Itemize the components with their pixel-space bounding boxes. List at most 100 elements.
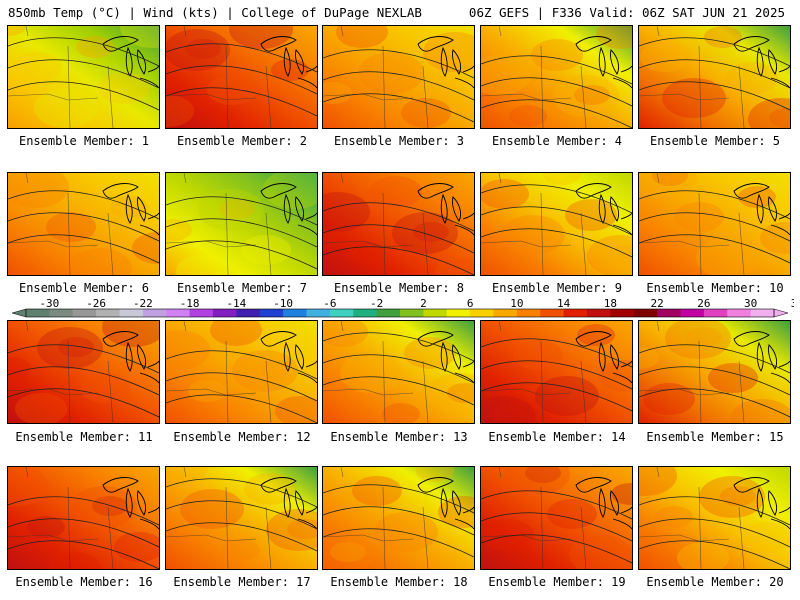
temperature-blob <box>232 350 298 392</box>
height-contour <box>639 234 790 264</box>
great-lakes-outline <box>575 331 632 384</box>
height-contour <box>166 350 317 380</box>
height-contour <box>8 212 159 242</box>
temperature-blob <box>662 78 726 118</box>
colorbar-swatch <box>96 309 120 317</box>
temperature-blob <box>166 467 208 483</box>
temperature-blob <box>263 173 317 209</box>
colorbar-left-arrow <box>11 308 27 318</box>
border-lines <box>639 467 745 569</box>
temperature-blob <box>323 321 368 347</box>
temperature-blob <box>382 403 420 423</box>
colorbar-swatch <box>470 309 494 317</box>
temperature-blob <box>748 98 790 128</box>
height-contour <box>8 37 159 67</box>
temperature-blob <box>166 95 194 127</box>
height-contour <box>166 500 317 530</box>
temperature-blob <box>608 245 632 265</box>
temperature-map <box>481 26 632 128</box>
height-contour <box>323 528 474 558</box>
temperature-blob <box>501 215 565 255</box>
colorbar-tick-label: 26 <box>697 298 710 310</box>
great-lakes-outline <box>102 183 159 236</box>
temperature-blob <box>738 186 776 208</box>
temperature-blob <box>253 360 289 380</box>
great-lakes-outline <box>733 331 790 384</box>
temperature-blob <box>639 173 697 198</box>
temperature-map <box>639 173 790 275</box>
border-lines <box>323 467 429 569</box>
ensemble-map-panel <box>7 172 160 276</box>
height-contour <box>481 512 632 542</box>
colorbar-swatch <box>166 309 191 317</box>
temperature-map <box>323 321 474 423</box>
colorbar-tick-label: 18 <box>604 298 617 310</box>
ensemble-map-panel <box>7 25 160 129</box>
ensemble-member-label: Ensemble Member: 7 <box>176 281 308 295</box>
great-lakes-outline <box>260 183 317 236</box>
colorbar-tick-label: 2 <box>420 298 427 310</box>
colorbar-tick-label: 22 <box>651 298 664 310</box>
ensemble-member-label: Ensemble Member: 2 <box>176 134 308 148</box>
great-lakes-outline <box>575 183 632 236</box>
ensemble-member-label: Ensemble Member: 5 <box>649 134 781 148</box>
colorbar-tick-label: 6 <box>467 298 474 310</box>
temperature-blob <box>222 539 260 561</box>
colorbar-swatch <box>49 309 74 317</box>
height-contour <box>323 376 474 406</box>
border-lines <box>8 467 114 569</box>
border-lines <box>481 321 587 423</box>
colorbar-tick-label: -2 <box>370 298 383 310</box>
colorbar-swatch <box>610 309 635 317</box>
colorbar-right-arrow <box>773 308 789 318</box>
colorbar-outline <box>25 308 775 318</box>
border-lines <box>639 321 745 423</box>
temperature-blob <box>12 52 62 82</box>
great-lakes-outline <box>260 331 317 384</box>
ensemble-map-panel <box>480 466 633 570</box>
temperature-blob <box>704 26 742 48</box>
ensemble-map-panel <box>638 25 791 129</box>
ensemble-member-label: Ensemble Member: 11 <box>15 430 153 444</box>
temperature-blob <box>176 255 228 275</box>
height-contour <box>639 81 790 111</box>
temperature-map <box>481 173 632 275</box>
colorbar-swatch <box>563 309 588 317</box>
temperature-blob <box>611 483 632 505</box>
temperature-blob <box>27 516 65 538</box>
colorbar-swatch <box>142 309 167 317</box>
height-contour <box>639 59 790 89</box>
ensemble-map-panel <box>480 320 633 424</box>
temperature-field <box>166 321 317 423</box>
temperature-blob <box>210 321 262 346</box>
ensemble-member-label: Ensemble Member: 6 <box>18 281 150 295</box>
colorbar-swatch <box>540 309 565 317</box>
ensemble-map-panel <box>7 320 160 424</box>
temperature-blob <box>330 542 366 562</box>
great-lakes-outline <box>417 183 474 236</box>
temperature-blob <box>392 212 458 254</box>
temperature-field <box>639 467 790 569</box>
ensemble-member-label: Ensemble Member: 10 <box>646 281 784 295</box>
border-lines <box>166 173 272 275</box>
temperature-blob <box>348 242 386 264</box>
temperature-blob <box>686 327 722 347</box>
height-contour <box>323 484 474 514</box>
colorbar-swatch <box>376 309 401 317</box>
temperature-blob <box>482 519 534 551</box>
height-contour <box>323 71 474 101</box>
border-lines <box>166 467 272 569</box>
height-contour <box>166 196 317 226</box>
height-contour <box>639 388 790 418</box>
temperature-blob <box>769 108 790 128</box>
ensemble-map-panel <box>322 25 475 129</box>
colorbar-tick-label: 14 <box>557 298 571 310</box>
height-contour <box>166 240 317 270</box>
colorbar-swatch <box>750 309 775 317</box>
temperature-blob <box>323 82 352 104</box>
height-contour <box>166 478 317 508</box>
great-lakes-outline <box>260 477 317 530</box>
temperature-map <box>481 321 632 423</box>
height-contour <box>481 534 632 564</box>
height-contour <box>481 77 632 107</box>
